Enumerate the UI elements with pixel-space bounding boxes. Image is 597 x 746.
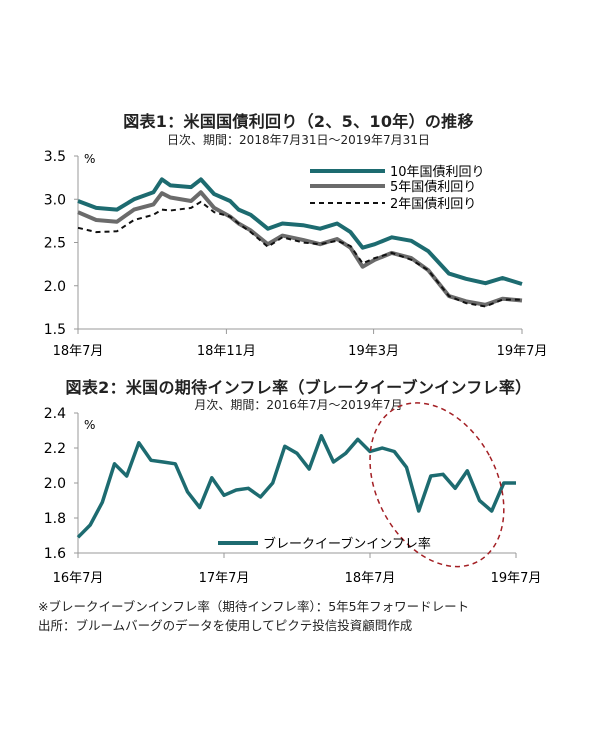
chart1-y-tick-label: 2.0 (44, 279, 66, 295)
chart1-legend-label-2: 5年国債利回り (390, 180, 476, 195)
chart2-y-tick-label: 2.0 (44, 476, 66, 492)
chart1-series-line-1 (77, 177, 523, 286)
chart2-subtitle: 月次、期間：2016年7月～2019年7月 (194, 398, 403, 412)
chart1-legend-label-3: 2年国債利回り (390, 197, 476, 212)
chart1-subtitle: 日次、期間：2018年7月31日～2019年7月31日 (167, 133, 430, 147)
chart2-x-tick-label: 17年7月 (199, 571, 250, 586)
chart2-legend-label: ブレークイーブンインフレ率 (263, 536, 431, 552)
chart2-highlight-ellipse (369, 402, 505, 568)
chart2-y-tick-label: 1.8 (44, 511, 66, 527)
chart1-y-tick-label: 3.5 (44, 149, 66, 165)
footnote: ※ブレークイーブンインフレ率（期待インフレ率）：5年5年フォワードレート (38, 599, 470, 614)
chart2-title: 図表2：米国の期待インフレ率（ブレークイーブンインフレ率） (65, 378, 532, 397)
chart2-x-tick-label: 16年7月 (53, 571, 104, 586)
chart2-unit-label: % (84, 418, 95, 432)
chart1-unit-label: % (84, 152, 95, 166)
chart1-x-tick-label: 19年7月 (497, 344, 548, 359)
chart1-y-tick-label: 2.5 (44, 236, 66, 252)
chart2-x-tick-label: 19年7月 (491, 571, 542, 586)
chart2-x-tick-label: 18年7月 (345, 571, 396, 586)
chart1-x-tick-label: 19年3月 (348, 344, 399, 359)
chart1-x-tick-label: 18年11月 (197, 344, 256, 359)
chart2-y-tick-label: 1.6 (44, 546, 66, 562)
chart2-y-tick-label: 2.2 (44, 441, 66, 457)
chart2-series-line (76, 434, 516, 539)
chart1-series-line-2 (77, 190, 523, 307)
chart1-legend-label-1: 10年国債利回り (390, 165, 485, 180)
chart1-title: 図表1：米国国債利回り（2、5、10年）の推移 (123, 112, 474, 131)
chart1-x-tick-label: 18年7月 (53, 344, 104, 359)
chart1-y-tick-label: 3.0 (44, 192, 66, 208)
chart2-y-tick-label: 2.4 (44, 406, 66, 422)
source-note: 出所：ブルームバーグのデータを使用してピクテ投信投資顧問作成 (38, 618, 413, 633)
chart1-series-line-3 (77, 200, 522, 308)
chart1-y-tick-label: 1.5 (44, 322, 66, 338)
